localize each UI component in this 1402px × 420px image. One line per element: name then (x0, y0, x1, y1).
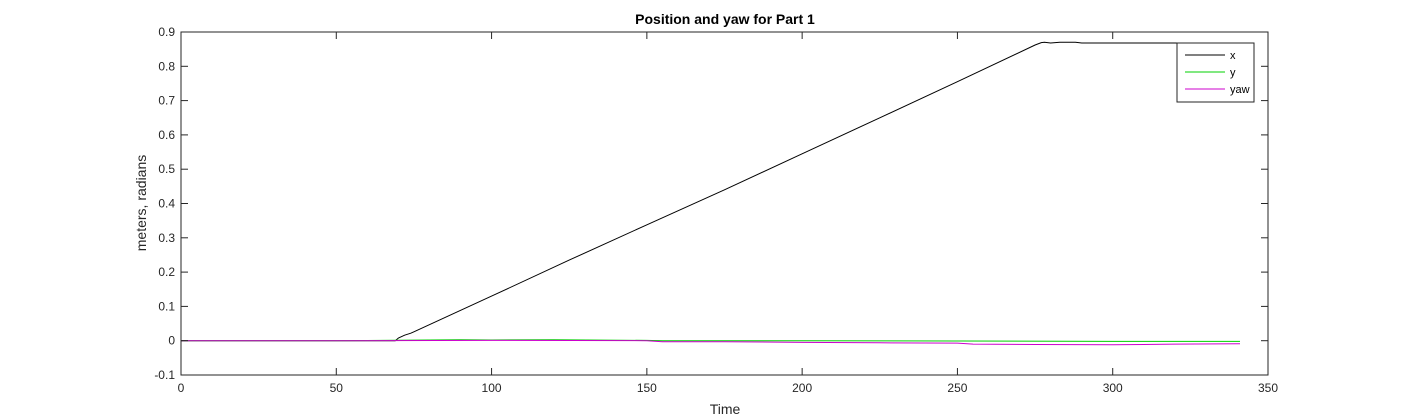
series-layer (181, 41, 1241, 346)
x-tick-label: 350 (1258, 381, 1278, 395)
x-tick-label: 250 (947, 381, 967, 395)
y-tick-label: 0.1 (158, 299, 175, 313)
x-tick-label: 150 (637, 381, 657, 395)
y-tick-label: 0.7 (158, 94, 175, 108)
x-tick-label: 100 (482, 381, 502, 395)
y-tick-label: 0.2 (158, 265, 175, 279)
x-tick-label: 50 (330, 381, 344, 395)
y-tick-label: -0.1 (154, 368, 175, 382)
series-line-yaw (181, 339, 1241, 346)
x-tick-label: 0 (178, 381, 185, 395)
chart-title: Position and yaw for Part 1 (635, 11, 815, 27)
series-line-x (181, 41, 1240, 342)
y-tick-label: 0 (168, 334, 175, 348)
y-tick-label: 0.4 (158, 197, 175, 211)
y-tick-label: 0.8 (158, 59, 175, 73)
legend-label-y: y (1230, 67, 1236, 79)
x-tick-label: 200 (792, 381, 812, 395)
y-tick-label: 0.9 (158, 25, 175, 39)
x-tick-label: 300 (1103, 381, 1123, 395)
y-tick-label: 0.5 (158, 162, 175, 176)
y-axis-title: meters, radians (133, 155, 149, 251)
ticks-layer: 0 50 100 150 200 250 300 350-0.100.10.20.30.40.… (154, 25, 1278, 395)
x-axis-title: Time (710, 401, 741, 417)
y-tick-label: 0.6 (158, 128, 175, 142)
legend-label-yaw: yaw (1230, 84, 1250, 96)
legend-label-x: x (1230, 50, 1236, 62)
legend: xy yaw (1176, 42, 1255, 103)
y-tick-label: 0.3 (158, 231, 175, 245)
